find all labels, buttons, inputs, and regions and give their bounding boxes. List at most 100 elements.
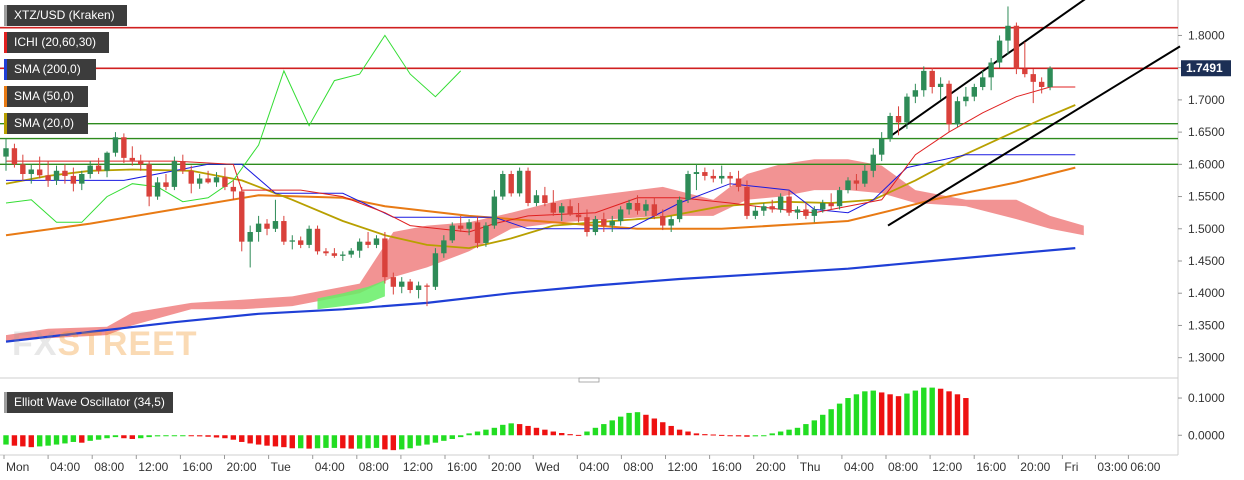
candle-bearish bbox=[129, 157, 135, 161]
oscillator-bar bbox=[415, 435, 422, 446]
legend-label: XTZ/USD (Kraken) bbox=[14, 8, 115, 22]
oscillator-bar bbox=[399, 435, 405, 450]
time-axis-label: 06:00 bbox=[1130, 460, 1160, 474]
time-axis-label: Mon bbox=[6, 460, 29, 474]
oscillator-bar bbox=[794, 427, 801, 436]
candle-bearish bbox=[508, 174, 514, 194]
oscillator-bar bbox=[609, 420, 615, 436]
candle-bullish bbox=[980, 77, 986, 87]
candle-bearish bbox=[786, 196, 792, 213]
oscillator-bar bbox=[272, 435, 279, 447]
candle-bearish bbox=[36, 169, 43, 176]
candle-bullish bbox=[643, 204, 649, 211]
candle-bullish bbox=[356, 241, 363, 251]
oscillator-bar bbox=[154, 435, 161, 437]
candle-bullish bbox=[794, 209, 801, 213]
oscillator-bar bbox=[36, 435, 43, 447]
oscillator-bar bbox=[45, 435, 51, 446]
oscillator-bar bbox=[188, 435, 194, 437]
candle-bullish bbox=[887, 116, 893, 139]
oscillator-bar bbox=[559, 433, 565, 436]
candle-bullish bbox=[592, 219, 599, 232]
oscillator-bar bbox=[912, 390, 919, 436]
candle-bearish bbox=[382, 238, 388, 278]
time-axis-label: Tue bbox=[271, 460, 292, 474]
oscillator-bar bbox=[95, 435, 102, 440]
oscillator-bar bbox=[575, 434, 582, 436]
candle-bearish bbox=[407, 281, 413, 290]
time-axis-label: 16:00 bbox=[447, 460, 477, 474]
candle-bullish bbox=[516, 170, 523, 194]
legend-label: SMA (50,0) bbox=[14, 89, 75, 103]
candle-bearish bbox=[11, 148, 18, 165]
candle-bullish bbox=[870, 154, 876, 171]
candle-bullish bbox=[432, 253, 439, 287]
price-axis-label: 1.3500 bbox=[1188, 318, 1225, 332]
oscillator-bar bbox=[542, 429, 548, 436]
oscillator-bar bbox=[660, 422, 666, 436]
candle-bullish bbox=[53, 170, 60, 181]
oscillator-bar bbox=[264, 435, 270, 446]
candle-bearish bbox=[146, 164, 152, 197]
oscillator-bar bbox=[331, 435, 338, 448]
candle-bullish bbox=[272, 221, 279, 229]
candle-bullish bbox=[963, 96, 969, 102]
legend-label: ICHI (20,60,30) bbox=[14, 35, 97, 49]
oscillator-bar bbox=[53, 435, 60, 445]
oscillator-bar bbox=[356, 435, 363, 449]
oscillator-bar bbox=[811, 420, 818, 436]
candle-bullish bbox=[559, 206, 565, 213]
time-axis-label: 20:00 bbox=[1020, 460, 1050, 474]
oscillator-bar bbox=[373, 435, 380, 448]
price-axis-label: 1.5000 bbox=[1188, 222, 1225, 236]
oscillator-bar bbox=[693, 433, 700, 436]
oscillator-bar bbox=[550, 431, 556, 436]
candle-bearish bbox=[550, 203, 556, 213]
candle-bullish bbox=[491, 196, 498, 226]
oscillator-bar bbox=[769, 433, 775, 436]
oscillator-bar bbox=[878, 392, 885, 436]
candle-bearish bbox=[331, 253, 338, 256]
oscillator-bar bbox=[668, 425, 674, 436]
candle-bearish bbox=[457, 225, 464, 229]
oscillator-bar bbox=[702, 434, 708, 436]
time-axis-label: 04:00 bbox=[50, 460, 80, 474]
candle-bearish bbox=[314, 228, 321, 252]
oscillator-bar bbox=[786, 429, 792, 436]
price-axis-label: 1.6500 bbox=[1188, 125, 1225, 139]
oscillator-bar bbox=[163, 435, 169, 437]
candle-bullish bbox=[247, 232, 253, 242]
candle-bullish bbox=[171, 161, 178, 187]
oscillator-bar bbox=[921, 387, 927, 436]
legend-item: ICHI (20,60,30) bbox=[4, 32, 109, 53]
oscillator-bar bbox=[390, 435, 397, 451]
oscillator-bar bbox=[820, 414, 826, 436]
candle-bullish bbox=[685, 174, 691, 200]
oscillator-bar bbox=[255, 435, 262, 445]
candle-bearish bbox=[222, 177, 228, 187]
oscillator-bar bbox=[500, 424, 506, 436]
candle-bearish bbox=[474, 222, 481, 243]
legend-item: SMA (20,0) bbox=[4, 113, 88, 134]
oscillator-bar bbox=[752, 435, 759, 437]
oscillator-bar bbox=[314, 435, 321, 449]
candle-bearish bbox=[180, 161, 186, 171]
legend-item: XTZ/USD (Kraken) bbox=[4, 5, 127, 26]
candle-bearish bbox=[542, 195, 548, 203]
candle-bullish bbox=[255, 223, 262, 232]
oscillator-bar bbox=[20, 435, 26, 447]
oscillator-bar bbox=[138, 435, 144, 439]
oscillator-bar bbox=[491, 427, 498, 436]
candle-bullish bbox=[79, 174, 85, 184]
price-axis-label: 1.7000 bbox=[1188, 93, 1225, 107]
candle-bullish bbox=[912, 90, 919, 97]
fxstreet-watermark: FXSTREET bbox=[12, 325, 198, 363]
candle-bullish bbox=[921, 70, 927, 91]
candle-bullish bbox=[154, 182, 161, 197]
candle-bearish bbox=[264, 223, 270, 229]
candle-bullish bbox=[820, 203, 826, 210]
candle-bullish bbox=[777, 196, 784, 210]
candle-bearish bbox=[735, 178, 742, 187]
oscillator-bar bbox=[954, 394, 961, 436]
candle-bearish bbox=[62, 170, 68, 176]
